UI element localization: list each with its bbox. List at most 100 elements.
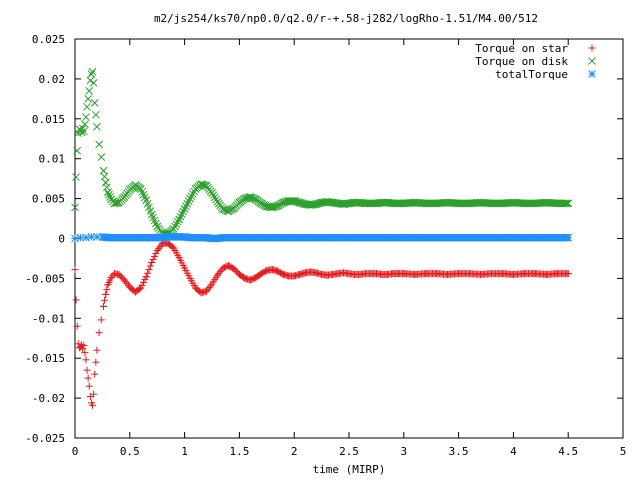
data-point-dense [101, 178, 110, 187]
data-point-dense [102, 290, 110, 298]
data-point [83, 102, 91, 111]
x-tick-label: 3 [400, 445, 407, 458]
data-point-dense [135, 285, 143, 293]
y-tick-label: -0.02 [32, 392, 65, 405]
data-point [90, 98, 99, 107]
data-point-dense [146, 262, 154, 270]
y-axis: -0.025 -0.02 -0.015 -0.01 -0.005 0 0.005 0.01 0.… [25, 33, 623, 445]
data-point-dense [209, 191, 218, 200]
data-point-dense [564, 270, 572, 278]
data-point-dense [142, 273, 150, 281]
data-point-dense [213, 271, 221, 279]
y-tick-label: -0.025 [25, 432, 65, 445]
data-point-dense [150, 252, 158, 260]
data-point [91, 110, 100, 119]
data-point [90, 390, 98, 398]
data-point-dense [105, 190, 113, 199]
data-point [81, 120, 89, 129]
y-tick-label: 0.015 [32, 113, 65, 126]
data-point-dense [562, 199, 571, 208]
data-point-dense [106, 193, 114, 201]
data-point-dense [172, 220, 181, 228]
data-point-dense [148, 258, 156, 266]
data-point [73, 146, 82, 155]
y-tick-label: -0.015 [25, 352, 65, 365]
data-point-dense [199, 181, 208, 189]
series-totaltorque [71, 233, 573, 243]
data-point [87, 70, 96, 78]
data-point-dense [205, 284, 213, 292]
data-point-dense [122, 278, 130, 286]
data-point [73, 322, 81, 330]
data-point-dense [188, 189, 197, 198]
x-tick-label: 0 [72, 445, 79, 458]
chart-title: m2/js254/ks70/np0.0/q2.0/r-+.58-j282/log… [154, 12, 538, 25]
data-point-dense [272, 202, 281, 211]
x-tick-label: 0.5 [120, 445, 140, 458]
legend-marker [588, 44, 596, 52]
data-point-dense [100, 172, 109, 181]
data-point-dense [246, 193, 255, 201]
data-point-dense [208, 189, 216, 197]
data-point [86, 76, 95, 85]
x-tick-label: 4 [510, 445, 517, 458]
data-point-dense [212, 195, 220, 204]
data-point-dense [564, 233, 573, 242]
data-point-dense [216, 268, 224, 276]
data-point [95, 140, 103, 149]
data-point [89, 401, 97, 409]
x-tick-label: 2 [291, 445, 298, 458]
data-point [89, 79, 98, 87]
x-axis: 0 0.5 1 1.5 2 2.5 3 3.5 4 4.5 5 [72, 39, 627, 458]
data-point-dense [112, 199, 120, 207]
data-point-dense [207, 282, 215, 290]
data-point [72, 296, 80, 304]
data-point-dense [210, 193, 219, 202]
data-point [81, 349, 89, 357]
x-tick-label: 5 [620, 445, 627, 458]
series-torque-on-disk [71, 67, 573, 238]
data-point-dense [144, 269, 152, 277]
data-point [91, 370, 99, 378]
data-point-dense [103, 286, 111, 294]
data-point [85, 382, 93, 390]
data-point [93, 346, 101, 354]
data-point-dense [123, 280, 131, 288]
data-point-dense [153, 246, 161, 254]
data-point [82, 113, 90, 122]
data-point [79, 345, 87, 353]
data-point-dense [249, 194, 257, 203]
data-point-dense [99, 302, 107, 310]
data-point-dense [204, 285, 212, 293]
data-point-dense [102, 183, 111, 192]
data-point [84, 94, 93, 103]
legend-marker [588, 57, 596, 65]
data-point-dense [104, 188, 112, 197]
legend-label: Torque on star [475, 42, 568, 55]
data-point-dense [99, 166, 108, 175]
data-point-dense [203, 287, 211, 295]
data-point-dense [186, 194, 194, 203]
data-point [71, 203, 79, 212]
data-point [79, 127, 88, 136]
x-tick-label: 1 [181, 445, 188, 458]
data-point-dense [215, 269, 223, 277]
data-point [80, 341, 88, 349]
data-point [83, 366, 91, 374]
data-point [82, 356, 90, 364]
legend-label: Torque on disk [475, 55, 568, 68]
x-tick-label: 3.5 [449, 445, 469, 458]
x-tick-label: 4.5 [558, 445, 578, 458]
x-axis-label: time (MIRP) [313, 463, 386, 476]
y-tick-label: -0.01 [32, 312, 65, 325]
x-tick-label: 1.5 [229, 445, 249, 458]
legend-marker [588, 70, 596, 78]
data-point-dense [247, 193, 256, 202]
y-tick-label: 0.005 [32, 193, 65, 206]
data-point [95, 329, 103, 337]
data-point-dense [171, 222, 179, 231]
data-point-dense [271, 202, 279, 211]
data-point [93, 233, 101, 241]
